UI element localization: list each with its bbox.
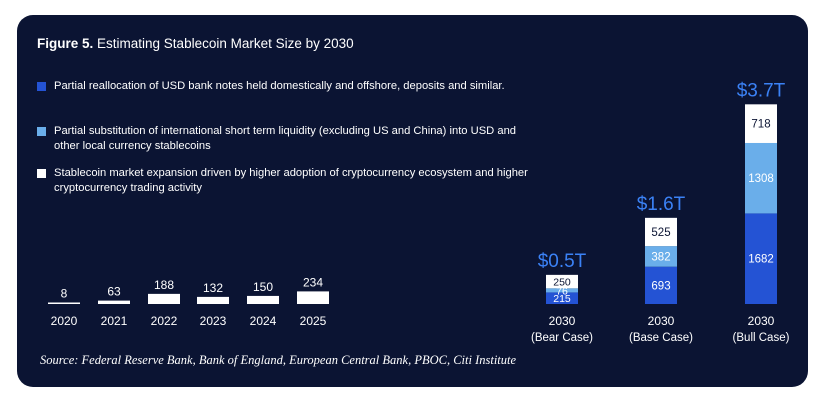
stack-segment-bull-usd-reallocation [745, 213, 777, 304]
historical-bar-2022 [148, 293, 180, 304]
x-tick-label-2020: 2020 [51, 314, 78, 328]
historical-value-label-2025: 234 [303, 275, 323, 289]
legend-swatch-liquidity-substitution [37, 127, 46, 136]
chart-card [17, 15, 808, 387]
stack-segment-bear-market-expansion [546, 274, 578, 289]
x-tick-label-2024: 2024 [250, 314, 277, 328]
stack-value-label-bear-market-expansion: 250 [553, 277, 571, 289]
source-note: Source: Federal Reserve Bank, Bank of En… [40, 353, 517, 367]
historical-value-label-2020: 8 [61, 287, 68, 301]
historical-bar-2023 [197, 296, 229, 304]
x-tick-label-2023: 2023 [200, 314, 227, 328]
x-tick-label-case-base: (Base Case) [629, 332, 693, 344]
x-tick-label-year-base: 2030 [648, 314, 675, 328]
stack-segment-base-liquidity-substitution [645, 246, 677, 267]
figure-title: Estimating Stablecoin Market Size by 203… [97, 36, 354, 51]
historical-value-label-2022: 188 [154, 278, 174, 292]
stack-value-label-bull-liquidity-substitution: 1308 [748, 173, 774, 185]
x-tick-label-2025: 2025 [300, 314, 327, 328]
stack-value-label-bear-liquidity-substitution: 76 [556, 285, 568, 297]
x-tick-label-year-bear: 2030 [549, 314, 576, 328]
legend-swatch-market-expansion [37, 169, 46, 178]
x-tick-label-case-bull: (Bull Case) [733, 332, 790, 344]
stack-segment-bull-liquidity-substitution [745, 142, 777, 214]
scenario-total-label-bull: $3.7T [737, 80, 786, 101]
x-tick-label-case-bear: (Bear Case) [531, 332, 593, 344]
historical-bar-2024 [247, 295, 279, 304]
stack-segment-bear-usd-reallocation [546, 292, 578, 304]
legend-swatch-usd-reallocation [37, 82, 46, 91]
historical-value-label-2023: 132 [203, 281, 223, 295]
stack-segment-base-usd-reallocation [645, 266, 677, 304]
historical-bar-2020 [48, 302, 80, 304]
figure-label: Figure 5. [37, 36, 94, 51]
chart-title: Figure 5. Estimating Stablecoin Market S… [37, 36, 354, 51]
x-tick-label-2022: 2022 [151, 314, 178, 328]
x-tick-label-year-bull: 2030 [748, 314, 775, 328]
stack-segment-bull-market-expansion [745, 104, 777, 143]
stack-value-label-bull-market-expansion: 718 [751, 119, 770, 131]
legend-item-liquidity-substitution: Partial substitution of international sh… [37, 124, 537, 154]
stack-value-label-bull-usd-reallocation: 1682 [748, 254, 774, 266]
stack-segment-bear-liquidity-substitution [546, 288, 578, 293]
stack-value-label-base-usd-reallocation: 693 [651, 280, 670, 292]
legend-label-liquidity-substitution: Partial substitution of international sh… [54, 125, 517, 152]
scenario-total-label-bear: $0.5T [538, 251, 587, 272]
historical-bar-2021 [98, 300, 130, 304]
legend-label-usd-reallocation: Partial reallocation of USD bank notes h… [54, 80, 505, 92]
legend-item-usd-reallocation: Partial reallocation of USD bank notes h… [37, 79, 537, 94]
stack-value-label-base-market-expansion: 525 [651, 227, 670, 239]
legend-item-market-expansion: Stablecoin market expansion driven by hi… [37, 166, 537, 196]
stack-segment-base-market-expansion [645, 217, 677, 247]
x-tick-label-2021: 2021 [101, 314, 128, 328]
scenario-total-label-base: $1.6T [637, 194, 686, 215]
historical-bar-2025 [297, 291, 329, 304]
historical-value-label-2024: 150 [253, 280, 273, 294]
historical-value-label-2021: 63 [107, 285, 121, 299]
stack-value-label-bear-usd-reallocation: 215 [553, 293, 571, 305]
stack-value-label-base-liquidity-substitution: 382 [651, 251, 670, 263]
legend-label-market-expansion: Stablecoin market expansion driven by hi… [54, 167, 528, 194]
